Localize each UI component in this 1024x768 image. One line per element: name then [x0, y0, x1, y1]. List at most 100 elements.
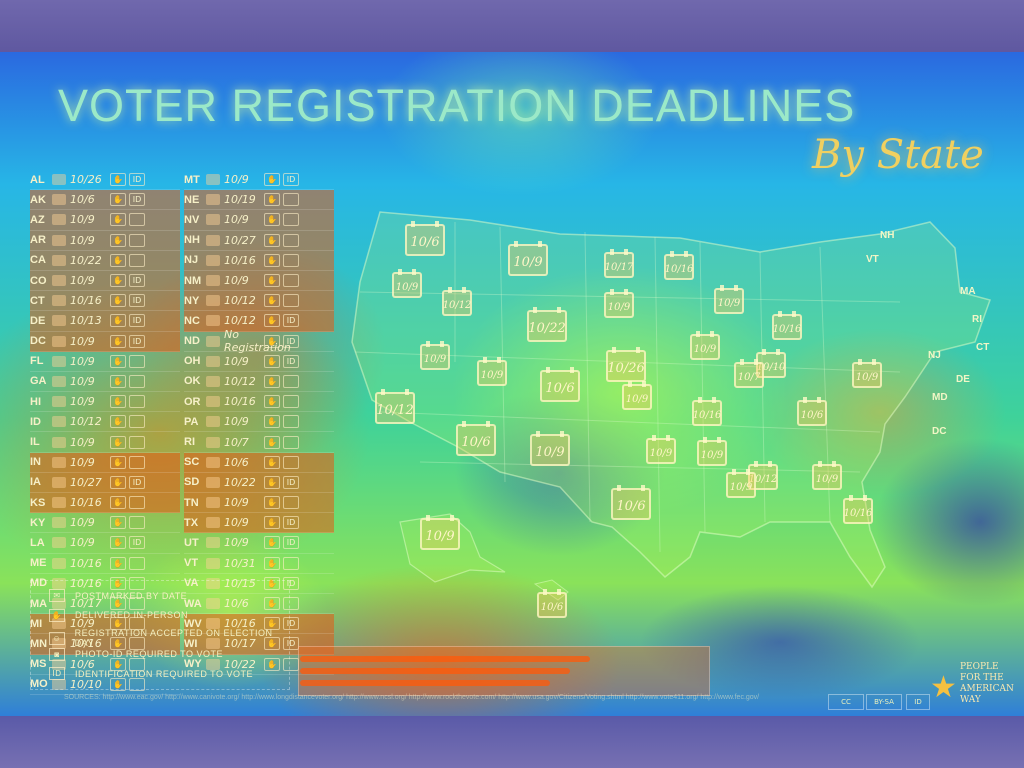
hand-icon: ✋ [264, 576, 280, 590]
map-date-badge: 10/12 [375, 389, 415, 424]
state-row: MS 10/6 ✋ [30, 655, 180, 675]
state-tag: RI [972, 314, 982, 325]
map-date-badge: 10/9 [690, 331, 720, 360]
hand-icon: ✋ [264, 395, 280, 409]
hand-icon: ✋ [110, 314, 126, 328]
state-abbr: MN [30, 637, 48, 650]
state-row: OR 10/16 ✋ [184, 392, 334, 413]
legend: ✉ POSTMARKED BY DATE ✋ DELIVERED IN-PERSON ☺… [30, 580, 290, 690]
id-badge: ID [283, 576, 299, 590]
state-row: CT 10/16 ✋ ID [30, 291, 180, 312]
hand-icon: ✋ [110, 617, 126, 631]
hand-icon: ✋ [264, 617, 280, 631]
license-badge-cc: CC [828, 694, 864, 710]
id-badge: ID [283, 536, 299, 550]
state-row: NE 10/19 ✋ [184, 190, 334, 211]
deadline-date: 10/22 [70, 253, 102, 267]
infographic-canvas: VOTER REGISTRATION DEADLINES By State AL… [0, 52, 1024, 716]
map-date-badge: 10/9 [646, 435, 676, 464]
deadline-date: 10/16 [70, 556, 102, 570]
state-row: OH 10/9 ✋ ID [184, 352, 334, 372]
legend-item: ☺ REGISTRATION ACCEPTED ON ELECTION DAY [49, 628, 289, 648]
state-row: KY 10/9 ✋ [30, 513, 180, 534]
deadline-date: 10/6 [224, 455, 249, 469]
state-row: ND No Registration ✋ ID [184, 328, 334, 354]
envelope-icon [52, 598, 66, 610]
state-abbr: ND [184, 335, 200, 348]
map-date-badge: 10/9 [622, 381, 652, 410]
state-tag: VT [866, 254, 879, 265]
state-row: SC 10/6 ✋ [184, 452, 334, 473]
map-date-badge: 10/12 [748, 461, 778, 490]
hand-icon: ✋ [110, 374, 126, 388]
map-date-badge: 10/9 [477, 357, 507, 386]
state-abbr: UT [184, 536, 199, 549]
deadline-date: 10/9 [224, 213, 249, 227]
hand-icon: ✋ [264, 173, 280, 187]
id-badge [129, 576, 145, 590]
envelope-icon [52, 174, 66, 186]
hand-icon: ✋ [110, 274, 126, 288]
state-row: MT 10/9 ✋ ID [184, 170, 334, 191]
deadline-date: 10/9 [70, 374, 95, 388]
hand-icon: ✋ [110, 213, 126, 227]
map-date-badge: 10/12 [442, 287, 472, 316]
id-badge: ID [129, 173, 145, 187]
hand-icon: ✋ [110, 516, 126, 530]
state-abbr: WI [184, 637, 198, 650]
state-row: TX 10/9 ✋ ID [184, 513, 334, 534]
hand-icon: ✋ [264, 233, 280, 247]
legend-icon: ✋ [49, 608, 65, 622]
envelope-icon [206, 214, 220, 226]
state-abbr: KY [30, 516, 46, 529]
map-date-badge: 10/16 [692, 397, 722, 426]
hand-icon: ✋ [110, 637, 126, 651]
state-abbr: WY [184, 658, 202, 671]
id-badge: ID [283, 334, 299, 348]
id-badge: ID [129, 536, 145, 550]
state-row: NY 10/12 ✋ [184, 291, 334, 312]
deadline-date: 10/6 [70, 657, 95, 671]
envelope-icon [52, 194, 66, 206]
envelope-icon [52, 497, 66, 509]
state-row: WA 10/6 ✋ [184, 594, 334, 615]
state-abbr: NM [184, 274, 202, 287]
deadline-date: 10/9 [224, 536, 249, 550]
hawaii-outline [533, 579, 569, 601]
state-abbr: PA [184, 415, 199, 428]
id-badge [283, 415, 299, 429]
state-abbr: NH [184, 234, 200, 247]
envelope-icon [52, 618, 66, 630]
state-tag: CT [976, 342, 990, 353]
state-row: MA 10/17 ✋ [30, 594, 180, 615]
legend-item: ✋ DELIVERED IN-PERSON [49, 608, 188, 622]
map-date-badge: 10/9 [392, 269, 422, 298]
state-row: GA 10/9 ✋ [30, 372, 180, 393]
state-row: ME 10/16 ✋ [30, 554, 180, 574]
hand-icon: ✋ [264, 455, 280, 469]
map-date-badge: 10/9 [697, 437, 727, 466]
state-row: VA 10/15 ✋ ID [184, 574, 334, 594]
deadline-date: 10/9 [70, 354, 95, 368]
id-badge [283, 274, 299, 288]
state-abbr: NV [184, 213, 200, 226]
deadline-date: 10/7 [224, 435, 249, 449]
hand-icon: ✋ [264, 274, 280, 288]
map-date-badge: 10/16 [843, 495, 873, 524]
hand-icon: ✋ [110, 556, 126, 570]
map-date-badge: 10/9 [420, 515, 460, 550]
id-badge [129, 597, 145, 611]
state-abbr: SC [184, 456, 200, 469]
deadline-date: 10/9 [224, 354, 249, 368]
legend-item: ID IDENTIFICATION REQUIRED TO VOTE [49, 667, 253, 680]
envelope-icon [52, 557, 66, 569]
hand-icon: ✋ [110, 395, 126, 409]
id-badge [129, 496, 145, 510]
envelope-icon [206, 194, 220, 206]
id-badge: ID [283, 637, 299, 651]
state-tag: MD [932, 392, 948, 403]
envelope-icon [52, 355, 66, 367]
state-abbr: ID [30, 415, 41, 428]
envelope-icon [206, 416, 220, 428]
id-badge: ID [129, 274, 145, 288]
